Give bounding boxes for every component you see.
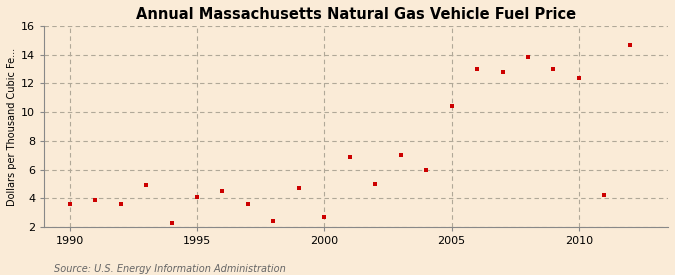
Point	[319, 215, 329, 219]
Point	[370, 182, 381, 186]
Point	[624, 42, 635, 47]
Point	[64, 202, 75, 206]
Point	[268, 219, 279, 224]
Point	[217, 189, 228, 193]
Point	[294, 186, 304, 190]
Point	[166, 221, 177, 225]
Point	[599, 193, 610, 198]
Y-axis label: Dollars per Thousand Cubic Fe...: Dollars per Thousand Cubic Fe...	[7, 47, 17, 205]
Point	[115, 202, 126, 206]
Point	[140, 183, 151, 188]
Point	[242, 202, 253, 206]
Point	[497, 70, 508, 74]
Point	[344, 155, 355, 159]
Point	[472, 67, 483, 71]
Point	[446, 104, 457, 109]
Point	[574, 75, 585, 80]
Title: Annual Massachusetts Natural Gas Vehicle Fuel Price: Annual Massachusetts Natural Gas Vehicle…	[136, 7, 576, 22]
Text: Source: U.S. Energy Information Administration: Source: U.S. Energy Information Administ…	[54, 264, 286, 274]
Point	[192, 195, 202, 199]
Point	[548, 67, 559, 71]
Point	[396, 153, 406, 157]
Point	[90, 197, 101, 202]
Point	[522, 55, 533, 60]
Point	[421, 167, 431, 172]
